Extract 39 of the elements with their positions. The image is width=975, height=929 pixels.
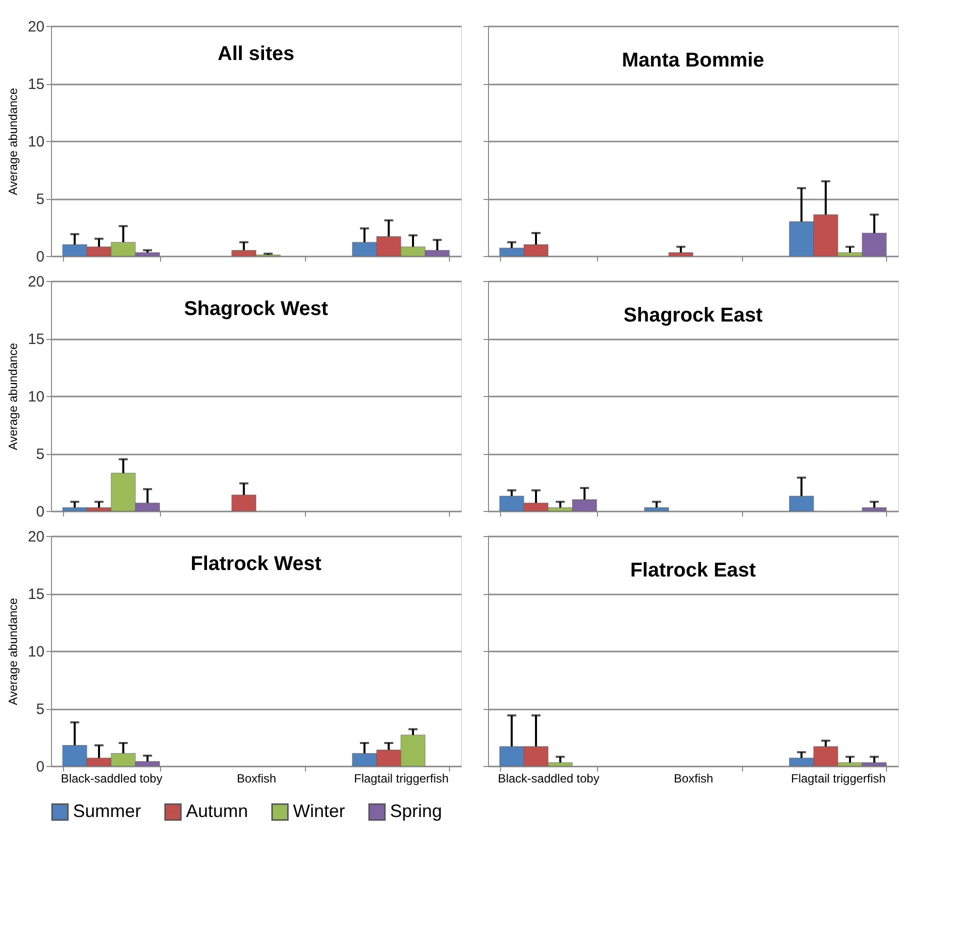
y-tick-label: 5 — [36, 446, 44, 463]
x-tick-label: Flagtail triggerfish — [354, 772, 449, 786]
bar — [789, 496, 814, 512]
y-tick-label: 20 — [28, 274, 44, 290]
y-tick-label: 5 — [36, 701, 44, 718]
y-tick-label: 10 — [28, 388, 44, 406]
y-tick-label: 15 — [28, 76, 44, 93]
bar — [862, 507, 887, 512]
y-tick-label: 0 — [36, 758, 44, 776]
bar — [231, 494, 256, 512]
legend-label: Spring — [390, 801, 442, 822]
y-axis-title: Average abundance — [6, 88, 20, 196]
y-tick-label: 5 — [36, 191, 44, 208]
y-tick-label: 0 — [36, 248, 44, 266]
legend-label: Autumn — [186, 801, 248, 822]
y-tick-label: 10 — [28, 134, 44, 150]
x-tick-label: Black-saddled toby — [498, 772, 600, 786]
bar — [668, 252, 694, 256]
x-tick-label: Flagtail triggerfish — [791, 772, 886, 786]
legend-label: Winter — [293, 801, 346, 822]
y-tick-label: 20 — [28, 18, 44, 36]
text: Flatrock West — [190, 553, 322, 575]
text: Manta Bommie — [622, 50, 764, 72]
y-tick-label: 10 — [28, 644, 44, 660]
legend-label: Summer — [73, 801, 142, 822]
y-axis-title: Average abundance — [6, 342, 20, 450]
text: Shagrock West — [184, 298, 328, 320]
y-tick-label: 15 — [28, 586, 44, 603]
x-tick-label: Boxfish — [674, 772, 714, 786]
bar — [644, 507, 670, 512]
x-tick-label: Black-saddled toby — [60, 772, 162, 786]
y-tick-label: 20 — [28, 528, 44, 546]
x-tick-label: Boxfish — [236, 772, 276, 786]
text: All sites — [218, 43, 294, 65]
y-axis-title: Average abundance — [6, 598, 20, 706]
y-tick-label: 15 — [28, 331, 44, 348]
text: Shagrock East — [624, 304, 763, 326]
y-tick-label: 0 — [36, 504, 44, 520]
text: Flatrock East — [630, 560, 756, 582]
